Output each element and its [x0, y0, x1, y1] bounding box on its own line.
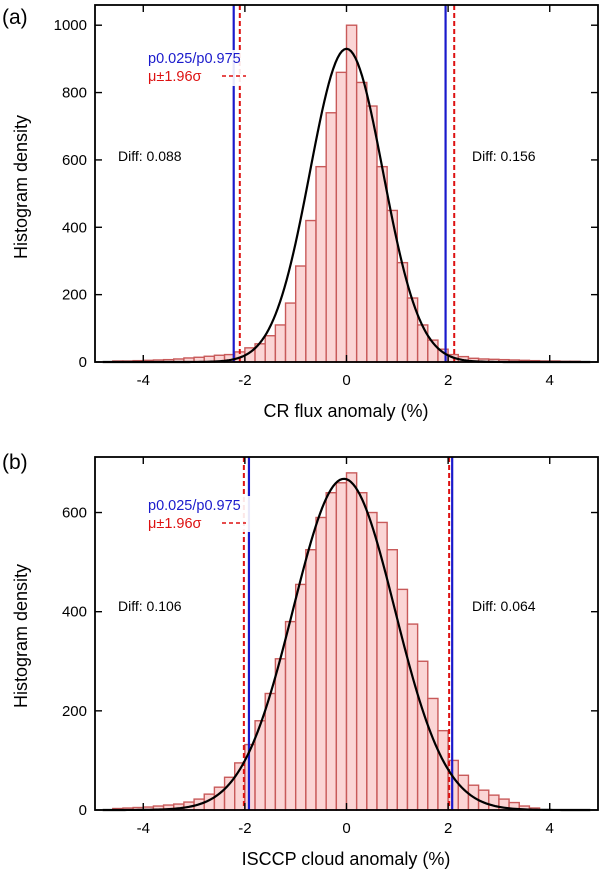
histogram-bar — [264, 692, 277, 811]
panel-a-x-tick-labels: -4 -2 0 2 4 — [137, 372, 554, 389]
x-tick-label: 2 — [444, 372, 452, 389]
histogram-bar — [355, 492, 368, 811]
panel-b-legend-sigma-label: μ±1.96σ — [148, 516, 202, 532]
panel-b-legend: p0.025/p0.975 μ±1.96σ — [136, 496, 252, 532]
x-tick-label: 4 — [546, 820, 554, 837]
panel-b-label: (b) — [2, 451, 28, 474]
y-tick-label: 400 — [62, 604, 87, 621]
x-tick-label: -2 — [238, 372, 251, 389]
histogram-bar — [427, 697, 439, 811]
x-tick-label: 4 — [546, 372, 554, 389]
panel-a-frame — [94, 4, 599, 363]
histogram-bar — [376, 165, 388, 363]
panel-a-legend-background — [136, 50, 252, 86]
panel-b-gaussian-fit — [102, 477, 591, 812]
panel-a-legend: p0.025/p0.975 μ±1.96σ — [136, 50, 252, 86]
histogram-bar — [284, 620, 297, 811]
y-tick-label: 600 — [62, 152, 87, 169]
histogram-bar — [284, 302, 297, 363]
histogram-bar — [406, 623, 419, 811]
histogram-bar — [325, 112, 338, 363]
panel-a-xlabel: CR flux anomaly (%) — [263, 401, 428, 421]
histogram-bar — [416, 660, 429, 811]
panel-a-label: (a) — [2, 6, 28, 29]
histogram-bar — [264, 335, 277, 363]
histogram-bar — [376, 521, 388, 811]
panel-a-diff-right: Diff: 0.156 — [472, 148, 536, 164]
histogram-bar — [325, 492, 338, 811]
histogram-bar — [294, 583, 307, 811]
y-tick-label: 0 — [79, 354, 87, 371]
panel-b-frame — [94, 456, 599, 811]
histogram-bar — [437, 729, 449, 811]
y-tick-label: 200 — [62, 703, 87, 720]
panel-a-diff-left: Diff: 0.088 — [118, 148, 182, 164]
panel-b-diff-right: Diff: 0.064 — [472, 598, 536, 614]
panel-b-legend-background — [136, 496, 252, 532]
y-tick-label: 1000 — [54, 17, 87, 34]
panel-b-ylabel: Histogram density — [11, 564, 31, 708]
histogram-bar — [345, 472, 358, 811]
x-tick-label: -2 — [238, 820, 251, 837]
histogram-bar — [335, 71, 348, 363]
panel-b-y-tick-labels: 0 200 400 600 — [62, 505, 87, 819]
histogram-bar — [315, 516, 327, 811]
panel-b-tick-marks — [95, 457, 598, 811]
panel-a: (a) Histogram density CR flux anomaly (%… — [2, 4, 599, 421]
y-tick-label: 0 — [79, 802, 87, 819]
x-tick-label: 0 — [342, 820, 350, 837]
panel-a-legend-percentile-label: p0.025/p0.975 — [148, 51, 241, 67]
histogram-bar — [274, 324, 287, 363]
y-tick-label: 600 — [62, 505, 87, 522]
histogram-bar — [294, 265, 307, 363]
panel-a-legend-sigma-label: μ±1.96σ — [148, 69, 202, 85]
histogram-bar — [366, 511, 378, 811]
histogram-bar — [355, 81, 368, 363]
histogram-bar — [345, 24, 358, 363]
histogram-bar — [416, 324, 429, 363]
panel-b: (b) Histogram density ISCCP cloud anomal… — [2, 451, 599, 869]
panel-b-diff-left: Diff: 0.106 — [118, 598, 182, 614]
x-tick-label: 0 — [342, 372, 350, 389]
histogram-bar — [274, 658, 287, 811]
panel-a-histogram — [112, 24, 581, 363]
y-tick-label: 400 — [62, 219, 87, 236]
panel-a-y-tick-labels: 0 200 400 600 800 1000 — [54, 17, 87, 371]
histogram-bar — [335, 482, 348, 811]
histogram-bar — [315, 165, 327, 363]
panel-a-ylabel: Histogram density — [11, 115, 31, 259]
y-tick-label: 200 — [62, 287, 87, 304]
histogram-bar — [366, 105, 378, 363]
y-tick-label: 800 — [62, 85, 87, 102]
histogram-bar — [305, 219, 317, 363]
panel-b-xlabel: ISCCP cloud anomaly (%) — [242, 849, 451, 869]
x-tick-label: -4 — [137, 372, 150, 389]
x-tick-label: 2 — [444, 820, 452, 837]
histogram-bar — [305, 549, 317, 811]
histogram-bar — [488, 794, 500, 811]
panel-b-x-tick-labels: -4 -2 0 2 4 — [137, 820, 554, 837]
panel-b-legend-percentile-label: p0.025/p0.975 — [148, 498, 241, 514]
x-tick-label: -4 — [137, 820, 150, 837]
